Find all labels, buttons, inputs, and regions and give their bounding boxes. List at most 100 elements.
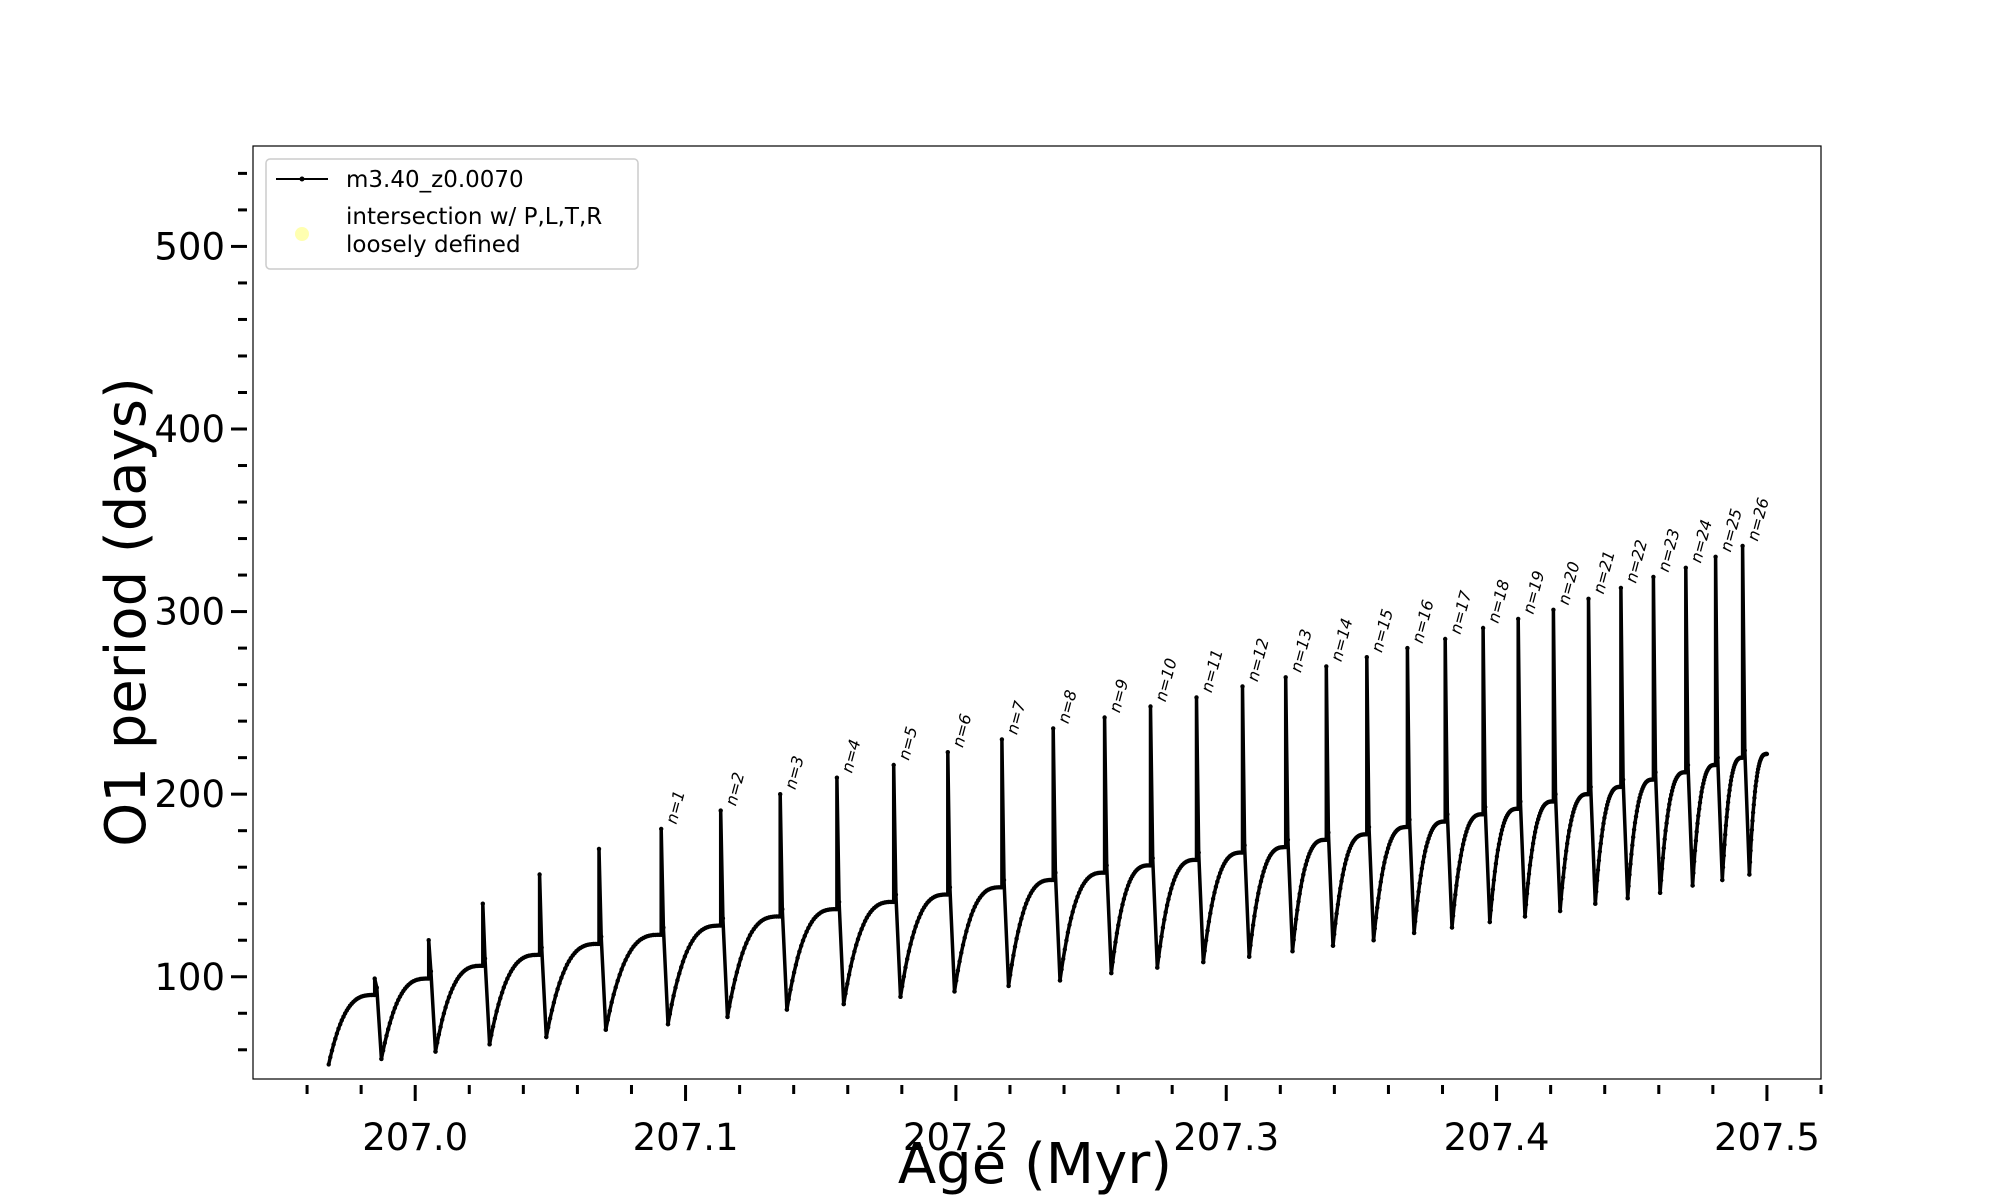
series-point	[1696, 813, 1701, 818]
series-point	[732, 977, 738, 982]
series-point	[1627, 872, 1632, 877]
series-point	[862, 918, 868, 924]
series-point	[611, 992, 616, 997]
series-point	[793, 962, 799, 968]
series-point	[665, 1021, 671, 1027]
series-point	[1062, 947, 1068, 952]
series-point	[1516, 616, 1521, 622]
series-point	[1295, 907, 1300, 913]
series-point	[675, 978, 680, 983]
series-point	[1685, 762, 1691, 768]
series-point	[1630, 843, 1635, 848]
series-point	[1206, 919, 1212, 924]
series-point	[999, 737, 1005, 742]
series-point	[1450, 913, 1456, 918]
series-point	[1764, 751, 1770, 757]
series-point	[677, 971, 682, 976]
series-point	[1594, 878, 1600, 883]
series-point	[1248, 943, 1253, 948]
series-point	[1254, 898, 1260, 903]
series-point	[834, 907, 840, 912]
series-point	[1728, 778, 1734, 783]
series-point	[1713, 554, 1718, 559]
series-point	[1631, 827, 1637, 832]
series-point	[1454, 883, 1459, 888]
series-point	[1662, 836, 1667, 842]
series-point	[623, 957, 628, 963]
series-point	[1561, 875, 1566, 880]
series-point	[331, 1042, 336, 1047]
series-point	[913, 924, 918, 929]
series-point	[1460, 842, 1466, 847]
series-point	[1159, 934, 1164, 939]
series-point	[1564, 848, 1569, 854]
series-point	[850, 956, 855, 961]
series-point	[1618, 784, 1624, 790]
series-point	[1102, 870, 1107, 875]
series-point	[680, 959, 686, 964]
series-point	[1419, 866, 1425, 871]
series-point	[426, 976, 431, 981]
series-point	[727, 1004, 732, 1009]
series-point	[1518, 799, 1523, 804]
series-point	[1480, 625, 1486, 631]
series-point	[900, 984, 905, 989]
series-point	[1453, 892, 1458, 897]
series-point	[778, 914, 783, 919]
series-point	[1252, 913, 1257, 919]
series-point	[1740, 755, 1745, 760]
series-point	[669, 1002, 674, 1007]
series-point	[539, 945, 544, 950]
series-point	[1102, 715, 1107, 720]
series-point	[1326, 830, 1331, 835]
series-point	[945, 892, 950, 897]
series-point	[448, 990, 453, 995]
series-point	[392, 1005, 398, 1011]
series-point	[1209, 903, 1214, 908]
series-point	[854, 942, 859, 948]
series-point	[1303, 862, 1309, 867]
series-point	[1068, 915, 1074, 921]
series-point	[738, 956, 743, 962]
series-point	[855, 937, 861, 942]
series-point	[1526, 871, 1532, 877]
series-point	[1605, 802, 1610, 807]
series-point	[607, 1008, 612, 1013]
series-point	[1156, 954, 1161, 959]
series-point	[1598, 841, 1604, 846]
series-point	[546, 1025, 551, 1030]
series-point	[804, 929, 809, 934]
legend-label-intersection: intersection w/ P,L,T,R loosely defined	[346, 204, 602, 258]
series-point	[1663, 828, 1668, 833]
series-point	[496, 1002, 501, 1007]
series-point	[1749, 837, 1754, 842]
series-point	[1695, 821, 1700, 826]
series-point	[1740, 543, 1745, 549]
series-point	[898, 994, 903, 999]
series-point	[1754, 774, 1760, 779]
series-point	[1752, 789, 1758, 794]
y-tick-label: 200	[154, 773, 225, 816]
series-point	[1635, 803, 1641, 809]
series-point	[1497, 836, 1503, 842]
series-point	[790, 978, 795, 983]
series-point	[564, 962, 570, 967]
series-point	[443, 1005, 448, 1010]
series-point	[547, 1016, 553, 1021]
series-point	[1445, 812, 1450, 817]
series-point	[1722, 842, 1727, 847]
series-point	[1418, 873, 1424, 878]
series-point	[1205, 928, 1210, 933]
series-point	[1664, 820, 1669, 826]
series-point	[967, 917, 972, 922]
series-point	[1114, 931, 1120, 936]
series-point	[1522, 914, 1528, 919]
series-point	[1164, 903, 1170, 908]
series-point	[450, 986, 455, 991]
series-point	[788, 987, 793, 992]
series-point	[1125, 883, 1131, 888]
series-point	[1169, 886, 1174, 891]
series-point	[1634, 808, 1640, 814]
series-point	[391, 1010, 396, 1015]
series-point	[1075, 894, 1080, 899]
